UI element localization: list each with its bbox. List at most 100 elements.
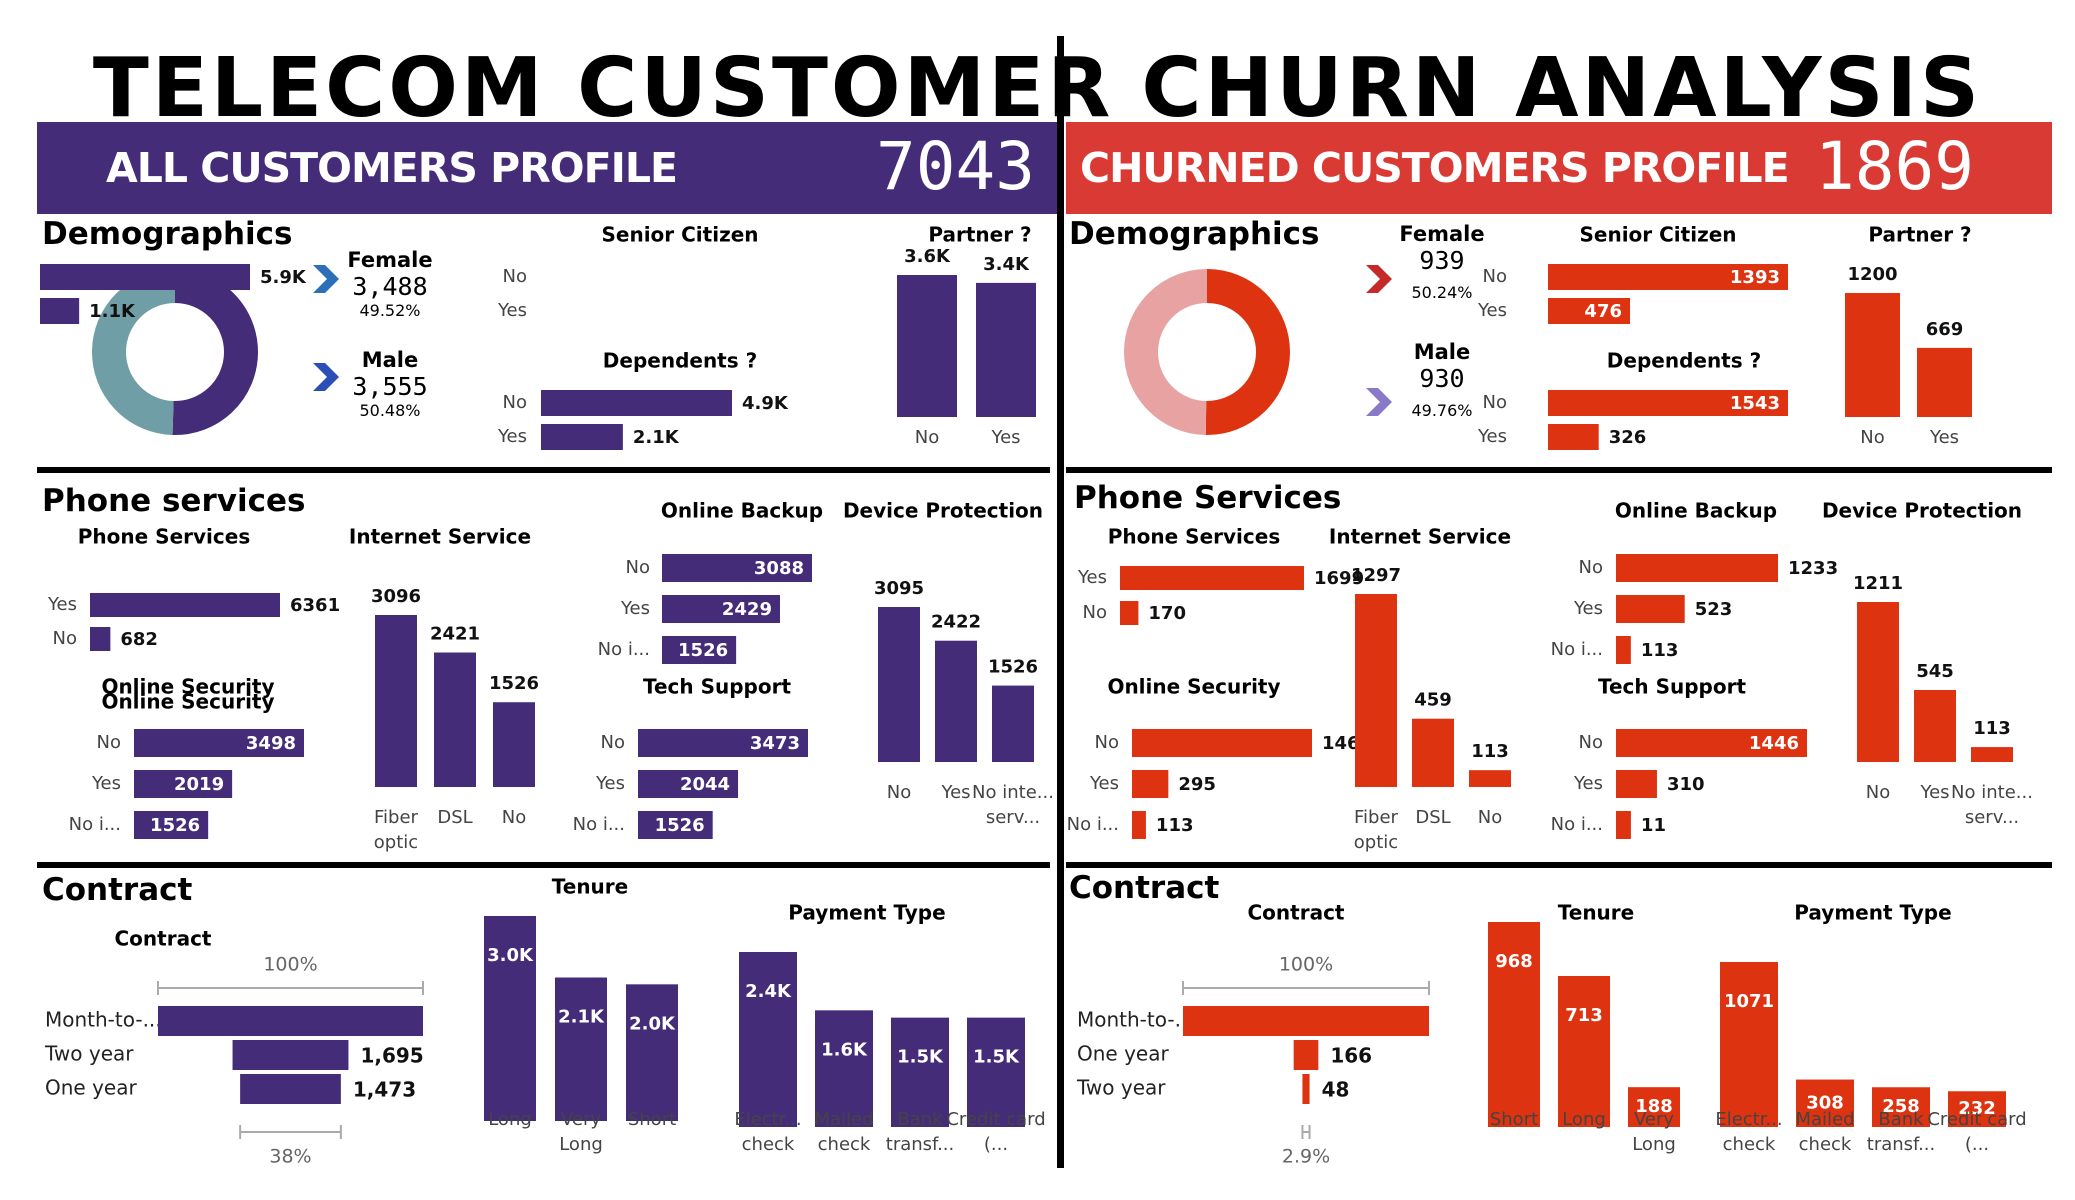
all-security-bar-0 [134, 729, 304, 757]
all-backup-bar-2 [662, 636, 737, 664]
ch-tech-value-0: 1446 [1749, 733, 1799, 754]
ch-senior-value-0: 1393 [1730, 267, 1780, 288]
all-gender-slice-1 [92, 269, 176, 435]
ch-internet-value-1: 459 [1414, 690, 1452, 711]
ch-contract-value-1: 166 [1330, 1044, 1372, 1068]
ch-tech-bar-1 [1616, 770, 1657, 798]
all-device-value-1: 2422 [931, 612, 981, 633]
all-security-title: Online Security [101, 675, 274, 699]
all-tenure-category-1: Very [561, 1109, 601, 1130]
all-tenure-value-1: 2.1K [558, 1007, 605, 1028]
all-female-value: 3,488 [352, 272, 428, 301]
all-tenure-category-0: Long [488, 1109, 532, 1130]
ch-partner-category-0: No [1860, 427, 1884, 448]
churn-female-label: Female [1399, 222, 1485, 246]
churn-male-pct: 49.76% [1411, 401, 1473, 420]
all-security-category-2: No i... [69, 814, 121, 835]
all-tenure-bar-0 [484, 916, 536, 1121]
all-phone-bar-1 [90, 627, 111, 651]
all-payment-category-0: Electr... [734, 1109, 801, 1130]
ch-gender-slice-0 [1205, 269, 1290, 435]
all-dependents-category-0: No [503, 392, 527, 413]
churned-customers-count: 1869 [1815, 128, 1974, 205]
all-device-category-0: No [887, 782, 911, 803]
all-tech-value-2: 1526 [655, 815, 705, 836]
ch-senior-bar-1 [1548, 298, 1631, 324]
all-internet-bar-1 [434, 652, 476, 787]
all-backup-value-1: 2429 [722, 599, 772, 620]
all-device-bar-0 [878, 607, 920, 762]
ch-internet-title: Internet Service [1329, 525, 1511, 549]
all-backup-bar-0 [662, 554, 812, 582]
ch-partner-title: Partner ? [1868, 223, 1971, 247]
all-tenure-category-1-line1: Long [559, 1134, 603, 1155]
ch-device-bar-0 [1857, 602, 1899, 762]
ch-tenure-bar-0 [1488, 922, 1540, 1127]
all-tech-bar-2 [638, 811, 713, 839]
all-tenure-value-0: 3.0K [487, 945, 534, 966]
all-dependents-value-0: 4.9K [742, 393, 789, 414]
ch-tenure-category-2: Very [1634, 1109, 1674, 1130]
ch-tenure-bar-2 [1628, 1087, 1680, 1127]
ch-dependents-bar-0 [1548, 390, 1788, 416]
all-tenure-value-2: 2.0K [629, 1013, 676, 1034]
ch-payment-category-2: Bank [1878, 1109, 1924, 1130]
all-security-category-1: Yes [91, 773, 121, 794]
churned-customers-label: CHURNED CUSTOMERS PROFILE [1080, 144, 1790, 192]
all-partner-value-0: 3.6K [904, 246, 951, 267]
all-internet-title: Internet Service [349, 525, 531, 549]
ch-backup-value-0: 1233 [1788, 558, 1838, 579]
ch-tenure-title: Tenure [1558, 901, 1634, 925]
ch-phone-value-1: 170 [1148, 603, 1186, 624]
all-device-bar-1 [935, 640, 977, 762]
ch-dependents-value-1: 326 [1609, 427, 1647, 448]
ch-security-title: Online Security [1107, 675, 1280, 699]
dashboard-title: TELECOM CUSTOMER CHURN ANALYSIS [0, 44, 2075, 134]
ch-tech-title: Tech Support [1598, 675, 1746, 699]
all-device-category-1: Yes [940, 782, 970, 803]
all-security-value-1: 2019 [174, 774, 224, 795]
ch-tenure-category-1: Long [1562, 1109, 1606, 1130]
ch-senior-title: Senior Citizen [1579, 223, 1736, 247]
ch-internet-category-0: Fiber [1354, 807, 1399, 828]
ch-backup-bar-1 [1616, 595, 1685, 623]
ch-phone-value-0: 1699 [1314, 568, 1364, 589]
ch-phone-category-1: No [1083, 602, 1107, 623]
ch-contract-title: Contract [1248, 901, 1345, 925]
all-partner-title: Partner ? [928, 223, 1031, 247]
ch-security-bar-0 [1132, 729, 1312, 757]
all-customers-count: 7043 [876, 128, 1035, 205]
all-payment-category-2: Bank [897, 1109, 943, 1130]
all-backup-category-1: Yes [620, 598, 650, 619]
ch-phone-bar-1 [1120, 601, 1139, 625]
all-contract-bar-2 [240, 1074, 341, 1104]
ch-payment-category-0-line1: check [1723, 1134, 1776, 1155]
all-phone-services-title: Phone services [42, 483, 306, 519]
ch-security-value-1: 295 [1178, 774, 1216, 795]
churn-contract-title: Contract [1069, 870, 1220, 906]
ch-tenure-value-2: 188 [1635, 1096, 1673, 1117]
divider-all-1 [37, 467, 1050, 473]
all-device-value-2: 1526 [988, 657, 1038, 678]
ch-security-bar-1 [1132, 770, 1169, 798]
all-contract-category-2: One year [45, 1076, 137, 1100]
ch-dependents-category-0: No [1483, 392, 1507, 413]
ch-tech-category-2: No i... [1551, 814, 1603, 835]
ch-contract-bottom-pct: 2.9% [1282, 1146, 1330, 1168]
ch-contract-category-1: One year [1077, 1042, 1169, 1066]
ch-senior-category-0: No [1483, 266, 1507, 287]
all-senior-bar-0 [40, 264, 250, 290]
all-security-category-0: No [97, 732, 121, 753]
ch-device-category-2: No inte... [1951, 782, 2033, 803]
ch-gender-slice-1 [1124, 269, 1208, 435]
all-internet-category-0: Fiber [374, 807, 419, 828]
all-phone-category-0: Yes [47, 594, 77, 615]
all-internet-bar-2 [493, 702, 535, 787]
ch-payment-category-0: Electr... [1715, 1109, 1782, 1130]
ch-partner-bar-0 [1845, 293, 1900, 417]
all-tech-title: Tech Support [643, 675, 791, 699]
all-dependents-value-1: 2.1K [633, 427, 680, 448]
ch-partner-category-1: Yes [1929, 427, 1959, 448]
ch-security-value-2: 113 [1156, 815, 1194, 836]
all-payment-value-1: 1.6K [821, 1039, 868, 1060]
